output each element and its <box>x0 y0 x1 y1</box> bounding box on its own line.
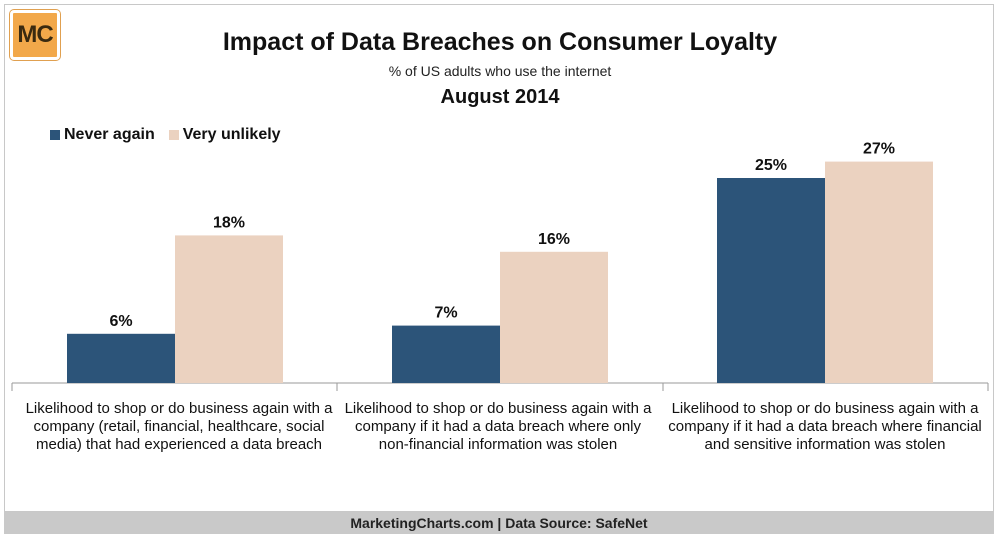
bar-very-unlikely-1 <box>175 235 283 383</box>
bar-never-again-1 <box>67 333 175 383</box>
marketingcharts-logo: MC <box>10 10 60 60</box>
data-label-very-unlikely-3: 27% <box>863 141 895 158</box>
chart-title: Impact of Data Breaches on Consumer Loya… <box>222 28 778 56</box>
bar-very-unlikely-2 <box>500 251 608 383</box>
legend-swatch-very-unlikely <box>168 130 179 140</box>
legend: Never again Very unlikely <box>50 126 295 144</box>
legend-label-never-again: Never again <box>64 126 155 143</box>
data-label-never-again-1: 6% <box>109 313 132 330</box>
data-label-never-again-2: 7% <box>434 305 457 322</box>
legend-item-very-unlikely: Very unlikely <box>168 126 281 144</box>
data-label-very-unlikely-2: 16% <box>538 231 570 248</box>
bar-never-again-3 <box>717 178 825 383</box>
data-label-never-again-3: 25% <box>755 157 787 174</box>
legend-swatch-never-again <box>50 130 60 140</box>
category-label-1: Likelihood to shop or do business again … <box>25 400 333 453</box>
logo-text: MC <box>17 21 53 48</box>
chart-subtitle: % of US adults who use the internet <box>388 63 612 79</box>
bar-never-again-2 <box>392 325 500 383</box>
bar-very-unlikely-3 <box>825 161 933 383</box>
legend-item-never-again: Never again <box>50 126 155 144</box>
legend-label-very-unlikely: Very unlikely <box>182 126 281 143</box>
data-label-very-unlikely-1: 18% <box>213 214 245 231</box>
category-label-3: Likelihood to shop or do business again … <box>668 400 982 453</box>
chart-date: August 2014 <box>440 86 560 108</box>
category-label-2: Likelihood to shop or do business again … <box>344 400 652 453</box>
footer-source: MarketingCharts.com | Data Source: SafeN… <box>4 512 994 534</box>
